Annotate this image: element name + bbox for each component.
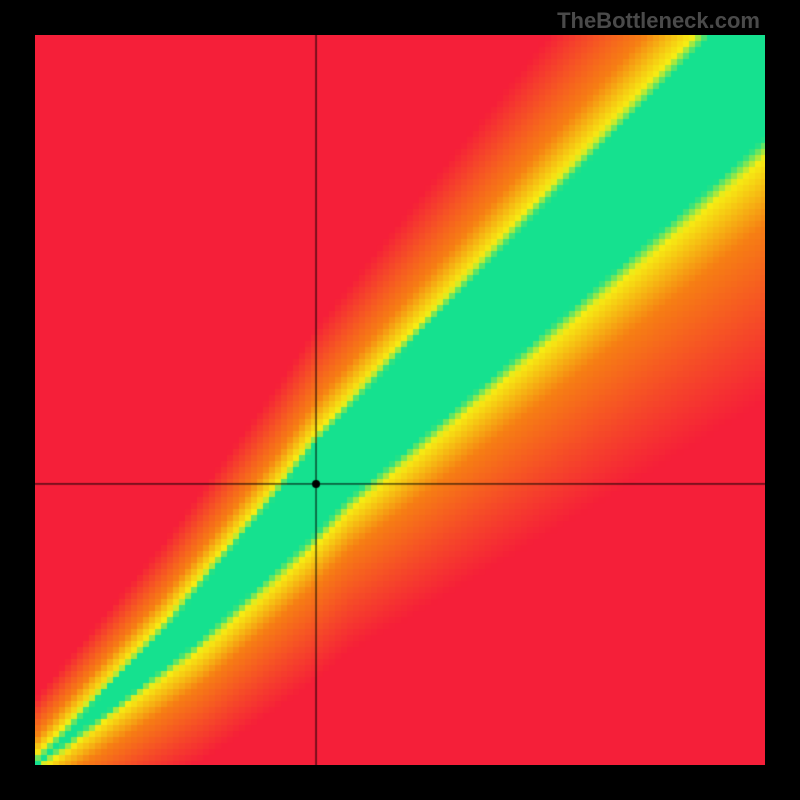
bottleneck-heatmap [35,35,765,765]
watermark-text: TheBottleneck.com [557,8,760,34]
chart-container: TheBottleneck.com [0,0,800,800]
